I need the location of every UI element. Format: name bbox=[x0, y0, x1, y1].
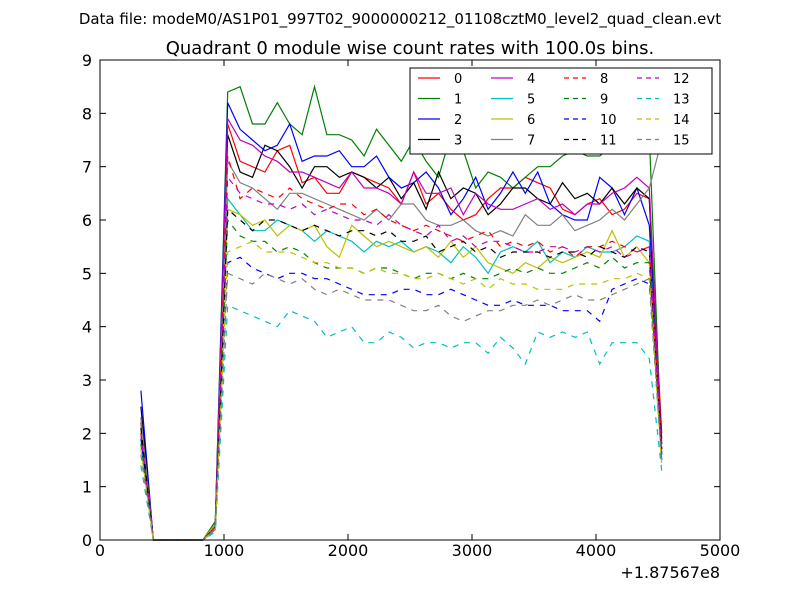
series-line-11 bbox=[140, 208, 663, 541]
series-layer bbox=[140, 84, 663, 541]
series-line-1 bbox=[140, 84, 663, 541]
legend-label-3: 3 bbox=[454, 134, 462, 149]
x-tick-label: 2000 bbox=[328, 541, 369, 560]
y-tick-label: 8 bbox=[82, 104, 92, 123]
y-tick-label: 1 bbox=[82, 478, 92, 497]
suptitle: Data file: modeM0/AS1P01_997T02_90000002… bbox=[79, 10, 721, 29]
series-line-0 bbox=[140, 123, 663, 541]
legend-label-6: 6 bbox=[527, 113, 535, 128]
x-tick-label: 3000 bbox=[452, 541, 493, 560]
y-tick-label: 4 bbox=[82, 318, 92, 337]
legend-label-5: 5 bbox=[527, 93, 535, 108]
legend-label-1: 1 bbox=[454, 93, 462, 108]
series-line-8 bbox=[140, 155, 663, 541]
x-offset-label: +1.87567e8 bbox=[620, 563, 720, 582]
legend-box bbox=[409, 67, 713, 155]
y-tick-label: 7 bbox=[82, 158, 92, 177]
series-line-12 bbox=[140, 175, 663, 541]
y-tick-label: 2 bbox=[82, 424, 92, 443]
series-line-13 bbox=[140, 304, 663, 541]
series-line-14 bbox=[140, 240, 663, 541]
x-tick-label: 4000 bbox=[576, 541, 617, 560]
legend-label-0: 0 bbox=[454, 72, 462, 87]
x-tick-label: 1000 bbox=[204, 541, 245, 560]
y-tick-label: 9 bbox=[82, 51, 92, 70]
legend-label-2: 2 bbox=[454, 113, 462, 128]
series-line-7 bbox=[140, 139, 663, 541]
series-line-6 bbox=[140, 208, 663, 541]
x-tick-label: 0 bbox=[95, 541, 105, 560]
series-line-15 bbox=[140, 272, 663, 541]
legend-label-15: 15 bbox=[673, 134, 690, 149]
legend-label-14: 14 bbox=[673, 113, 690, 128]
legend-label-7: 7 bbox=[527, 134, 535, 149]
chart-title: Quadrant 0 module wise count rates with … bbox=[166, 38, 655, 59]
y-tick-label: 5 bbox=[82, 264, 92, 283]
legend-label-11: 11 bbox=[600, 134, 617, 149]
plot-frame bbox=[99, 59, 721, 541]
legend-label-12: 12 bbox=[673, 72, 690, 87]
series-line-4 bbox=[140, 116, 663, 541]
legend-label-13: 13 bbox=[673, 93, 690, 108]
series-line-2 bbox=[140, 102, 663, 541]
y-tick-label: 6 bbox=[82, 211, 92, 230]
series-line-9 bbox=[140, 218, 663, 541]
y-tick-label: 3 bbox=[82, 371, 92, 390]
x-tick-label: 5000 bbox=[700, 541, 741, 560]
legend-label-8: 8 bbox=[600, 72, 608, 87]
legend-label-10: 10 bbox=[600, 113, 617, 128]
legend-label-9: 9 bbox=[600, 93, 608, 108]
y-tick-label: 0 bbox=[82, 531, 92, 550]
legend-label-4: 4 bbox=[527, 72, 535, 87]
series-line-5 bbox=[140, 197, 663, 541]
